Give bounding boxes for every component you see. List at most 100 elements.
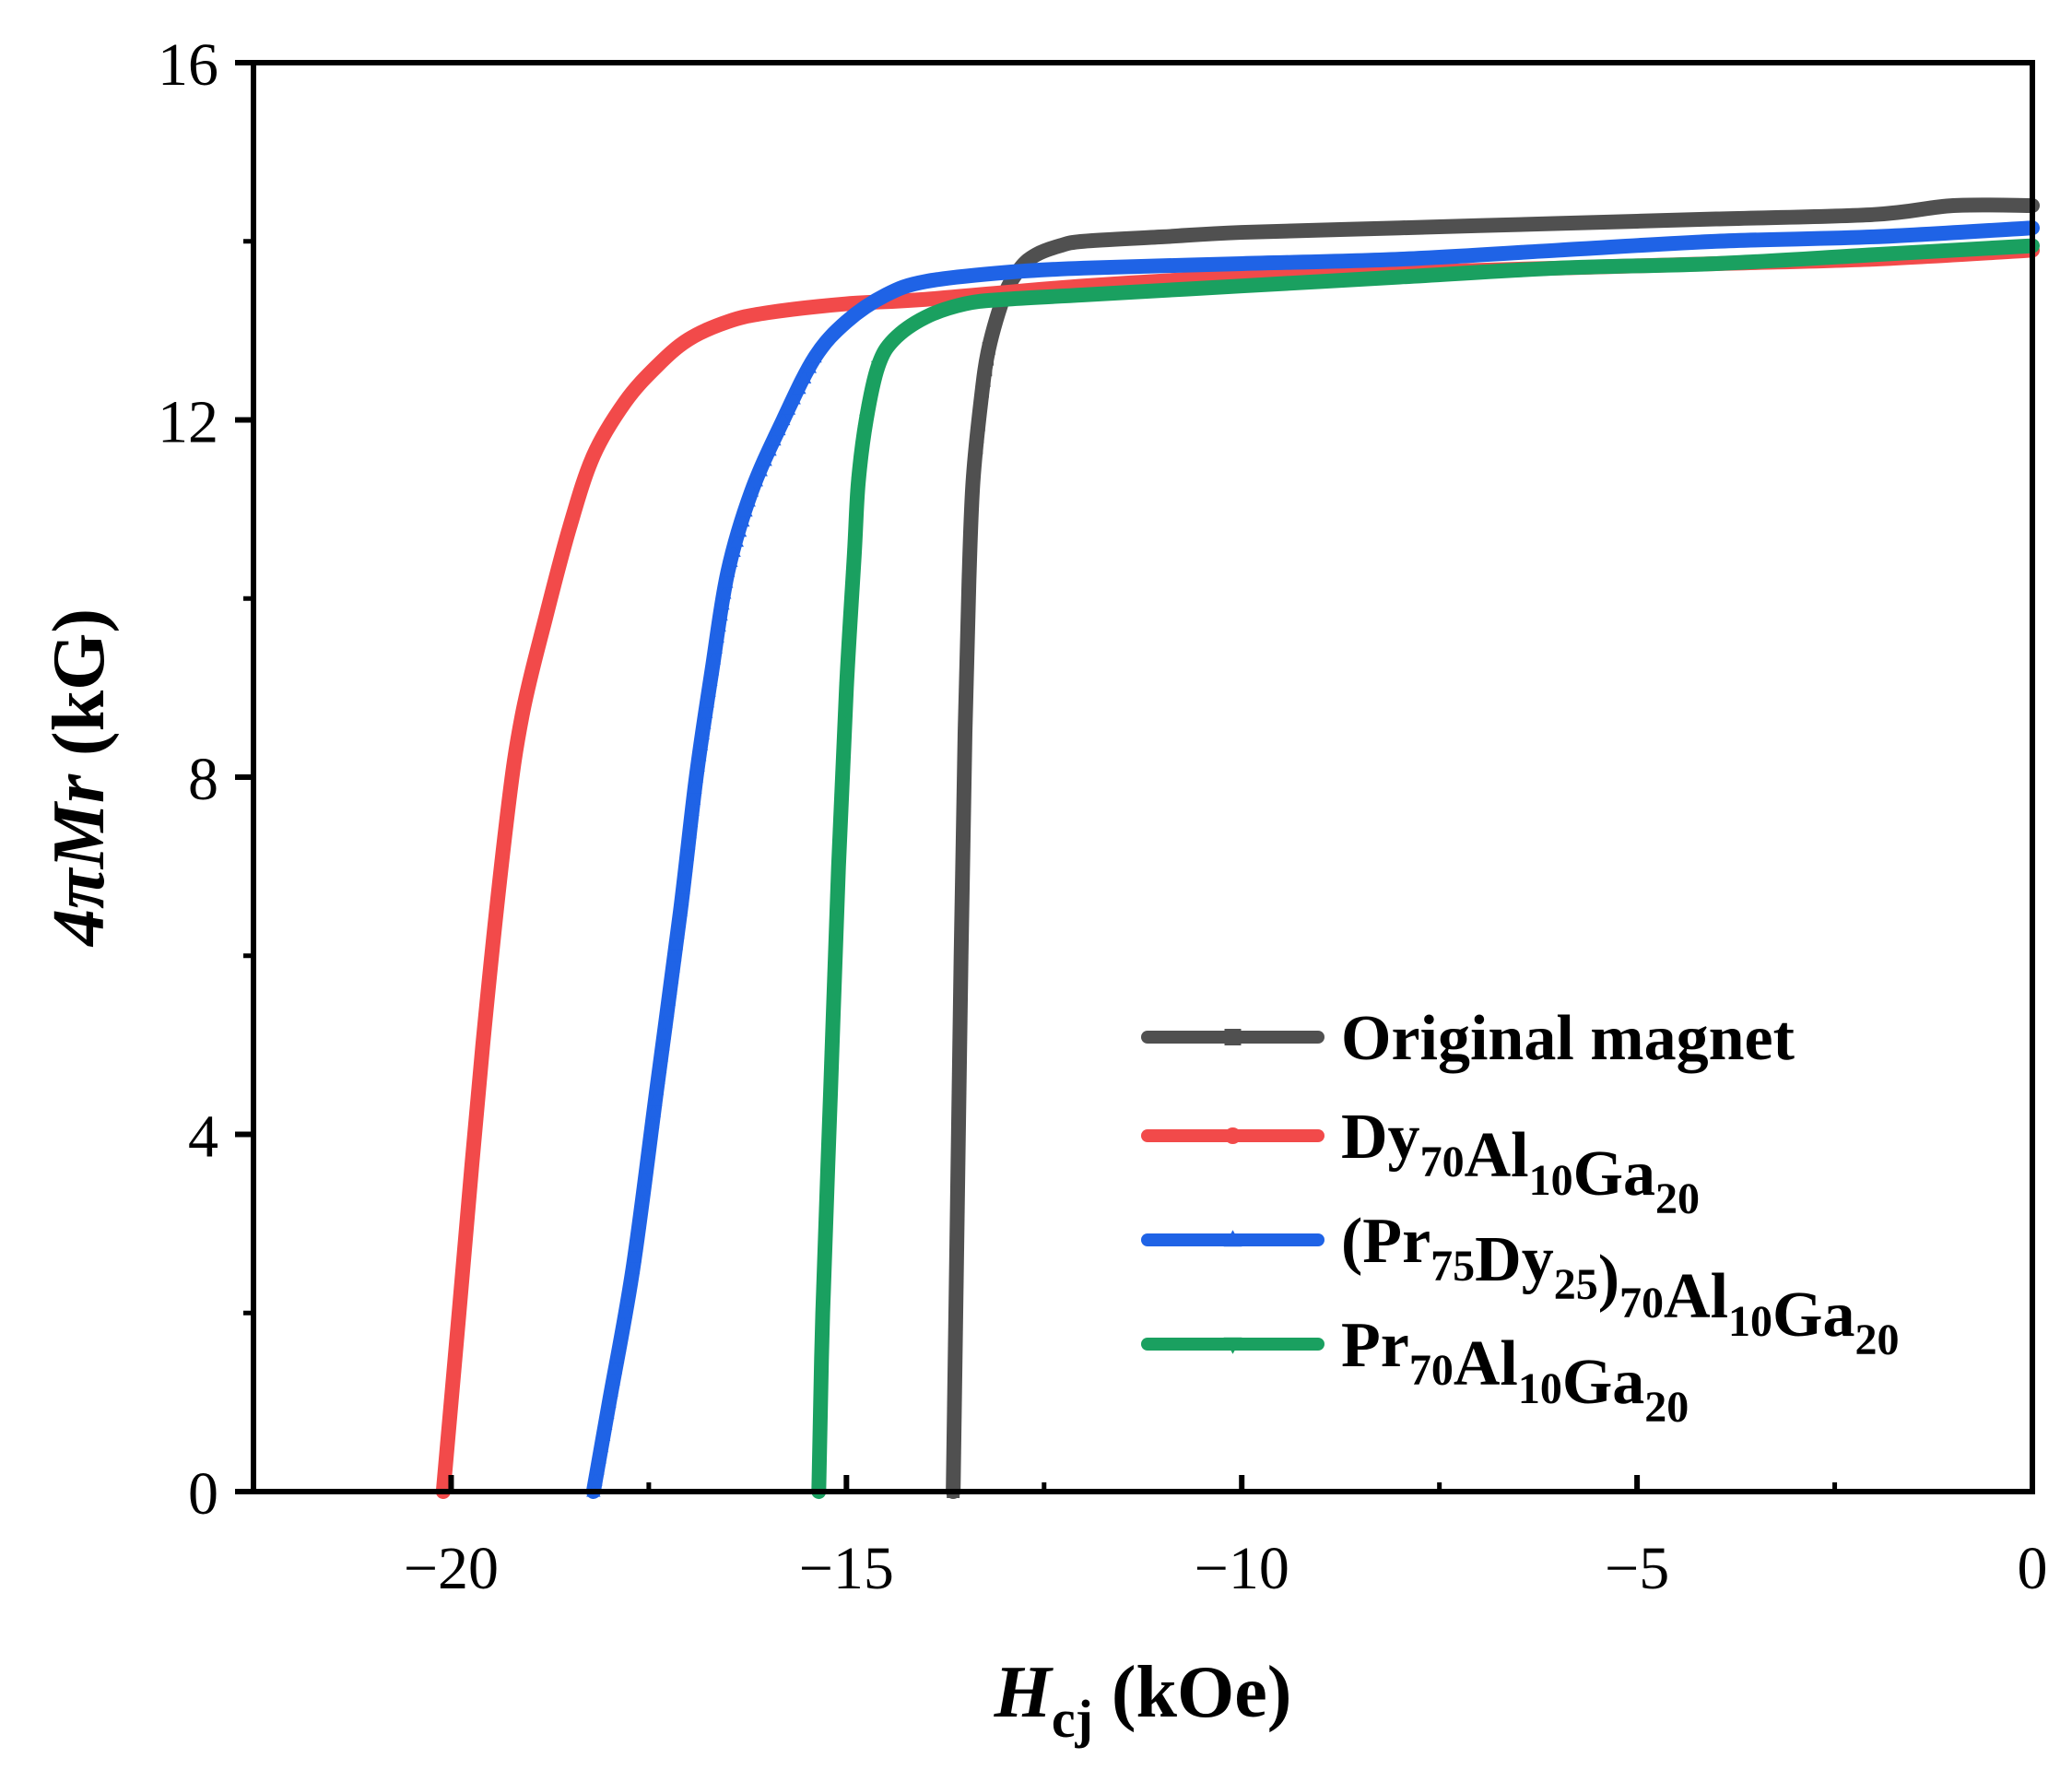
series-3-point-73 bbox=[703, 672, 718, 686]
series-1-point-77 bbox=[960, 628, 974, 642]
legend-item-3: (Pr75Dy25)70Al10Ga20 bbox=[1141, 1206, 1899, 1364]
series-4-point-82 bbox=[845, 571, 861, 584]
series-1-point-59 bbox=[957, 826, 971, 840]
series-4-point-26 bbox=[819, 1196, 834, 1210]
series-1-point-40 bbox=[953, 1038, 967, 1052]
series-3-point-69 bbox=[697, 715, 712, 729]
series-1-point-102 bbox=[981, 352, 995, 366]
series-1-point-97 bbox=[972, 407, 986, 420]
series-3-point-58 bbox=[681, 836, 696, 850]
series-1-point-4 bbox=[947, 1440, 960, 1454]
legend: Original magnet Dy70Al10Ga20(Pr75Dy25)70A… bbox=[1141, 1003, 1899, 1432]
series-3-point-11 bbox=[607, 1361, 623, 1375]
series-4-point-78 bbox=[842, 615, 858, 629]
series-4-point-95 bbox=[857, 425, 873, 439]
series-3-point-91 bbox=[744, 483, 759, 497]
series-1-point-35 bbox=[952, 1094, 966, 1108]
series-3-point-37 bbox=[651, 1070, 665, 1084]
series-4-point-11 bbox=[814, 1363, 829, 1377]
x-tick-label-1: −15 bbox=[799, 1535, 894, 1602]
series-3-point-78 bbox=[712, 618, 726, 631]
series-1-point-103 bbox=[982, 342, 995, 355]
series-1-point-95 bbox=[971, 430, 984, 443]
series-3-point-19 bbox=[623, 1271, 639, 1285]
series-3-point-8 bbox=[602, 1394, 617, 1408]
legend-item-1: Original magnet bbox=[1141, 1003, 1795, 1074]
y-axis-title: 4πMr (kG) bbox=[39, 608, 120, 948]
series-4-point-25 bbox=[818, 1207, 834, 1221]
y-tick-label-2: 8 bbox=[188, 746, 218, 813]
series-4-point-39 bbox=[824, 1051, 840, 1065]
series-4-point-7 bbox=[813, 1408, 828, 1422]
series-4-point-101 bbox=[870, 360, 886, 374]
series-1-point-88 bbox=[965, 508, 979, 522]
series-4-point-4 bbox=[812, 1441, 828, 1455]
series-1-point-15 bbox=[948, 1317, 962, 1331]
series-4-point-94 bbox=[856, 435, 871, 449]
series-1-point-17 bbox=[949, 1295, 963, 1309]
x-tick-label-0: −20 bbox=[404, 1535, 499, 1602]
series-4-point-63 bbox=[834, 783, 850, 796]
series-1-point-6 bbox=[948, 1418, 961, 1432]
series-3-point-39 bbox=[653, 1048, 668, 1062]
series-3-point-21 bbox=[627, 1249, 642, 1263]
series-1-point-33 bbox=[952, 1116, 966, 1130]
series-4-point-50 bbox=[829, 927, 843, 941]
y-tick-label-1: 4 bbox=[188, 1103, 218, 1171]
series-4-point-22 bbox=[818, 1240, 832, 1254]
series-1-point-91 bbox=[966, 476, 980, 490]
series-1-point-75 bbox=[960, 650, 974, 664]
series-1-point-60 bbox=[957, 815, 971, 829]
series-1-point-79 bbox=[961, 607, 975, 620]
series-1-point-89 bbox=[965, 497, 979, 511]
series-3-point-100 bbox=[786, 391, 801, 405]
legend-marker-1 bbox=[1224, 1029, 1242, 1045]
series-3-point-61 bbox=[685, 802, 700, 816]
series-3-point-50 bbox=[670, 926, 685, 939]
series-3-point-59 bbox=[682, 825, 697, 839]
series-4-point-44 bbox=[826, 995, 842, 1009]
series-1-point-56 bbox=[956, 859, 970, 873]
series-1-point-55 bbox=[956, 870, 970, 884]
series-4-point-76 bbox=[842, 638, 856, 652]
series-3-point-16 bbox=[618, 1304, 632, 1318]
series-1-point-101 bbox=[979, 363, 993, 377]
series-3-point-42 bbox=[658, 1015, 673, 1029]
series-1-point-5 bbox=[948, 1429, 961, 1443]
series-1-point-8 bbox=[948, 1396, 961, 1410]
series-3-point-71 bbox=[700, 694, 715, 708]
series-4-point-83 bbox=[846, 560, 861, 573]
series-3-point-3 bbox=[592, 1450, 606, 1464]
series-1-point-66 bbox=[958, 748, 971, 761]
series-4-point-64 bbox=[835, 772, 850, 785]
x-tick-label-4: 0 bbox=[2018, 1535, 2048, 1602]
series-1-point-11 bbox=[948, 1362, 962, 1375]
series-1-point-73 bbox=[959, 671, 973, 685]
series-1-point-13 bbox=[948, 1339, 962, 1353]
series-4-point-18 bbox=[816, 1285, 831, 1299]
series-3-point-9 bbox=[604, 1383, 618, 1397]
series-4-point-56 bbox=[831, 861, 846, 875]
series-1-point-32 bbox=[951, 1127, 965, 1141]
series-1-point-90 bbox=[966, 487, 980, 501]
series-4-point-67 bbox=[836, 738, 852, 752]
series-4-point-92 bbox=[854, 456, 868, 470]
series-4-point-33 bbox=[822, 1117, 837, 1131]
legend-marker-3 bbox=[1223, 1230, 1242, 1247]
series-1-point-92 bbox=[967, 464, 981, 478]
series-3-point-74 bbox=[704, 662, 720, 676]
series-4-point-16 bbox=[815, 1307, 830, 1321]
series-1-point-69 bbox=[959, 714, 972, 728]
series-1-point-49 bbox=[954, 938, 968, 951]
series-4-point-89 bbox=[850, 489, 865, 502]
series-3-point-4 bbox=[594, 1439, 609, 1453]
series-3-point-40 bbox=[655, 1037, 670, 1051]
series-1-point-72 bbox=[959, 682, 973, 696]
series-3-point-86 bbox=[729, 534, 745, 548]
ticks: −20 −15 −10 −5 0 0 4 8 12 16 bbox=[158, 31, 2048, 1602]
series-3-point-10 bbox=[606, 1372, 620, 1386]
legend-marker-4 bbox=[1223, 1337, 1242, 1354]
series-1-point-44 bbox=[953, 994, 967, 1008]
series-1-point-96 bbox=[971, 419, 985, 432]
series-4-point-46 bbox=[827, 973, 842, 986]
